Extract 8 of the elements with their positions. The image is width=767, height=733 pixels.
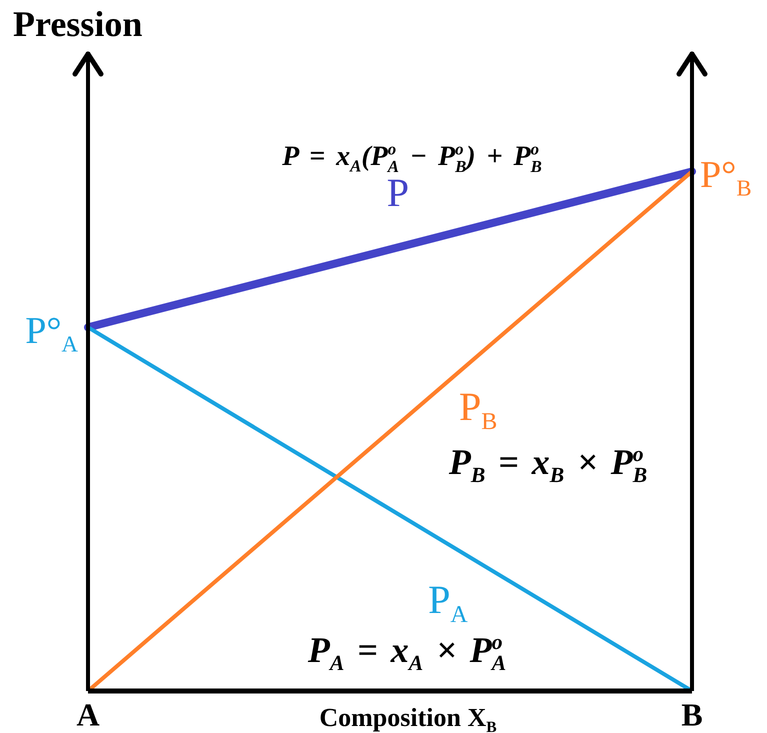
series-label: P$_{B}$: [459, 384, 498, 436]
annotation: P°$_{A}$: [25, 310, 78, 357]
x-tick-label: A: [76, 696, 100, 733]
series-label: P$_{A}$: [428, 577, 468, 628]
y-axis-title: Pression: [13, 4, 142, 44]
annotation: P°$_{B}$: [700, 154, 752, 201]
x-axis-title: Composition X$_{B}$: [319, 703, 497, 733]
x-tick-label: B: [681, 696, 703, 733]
